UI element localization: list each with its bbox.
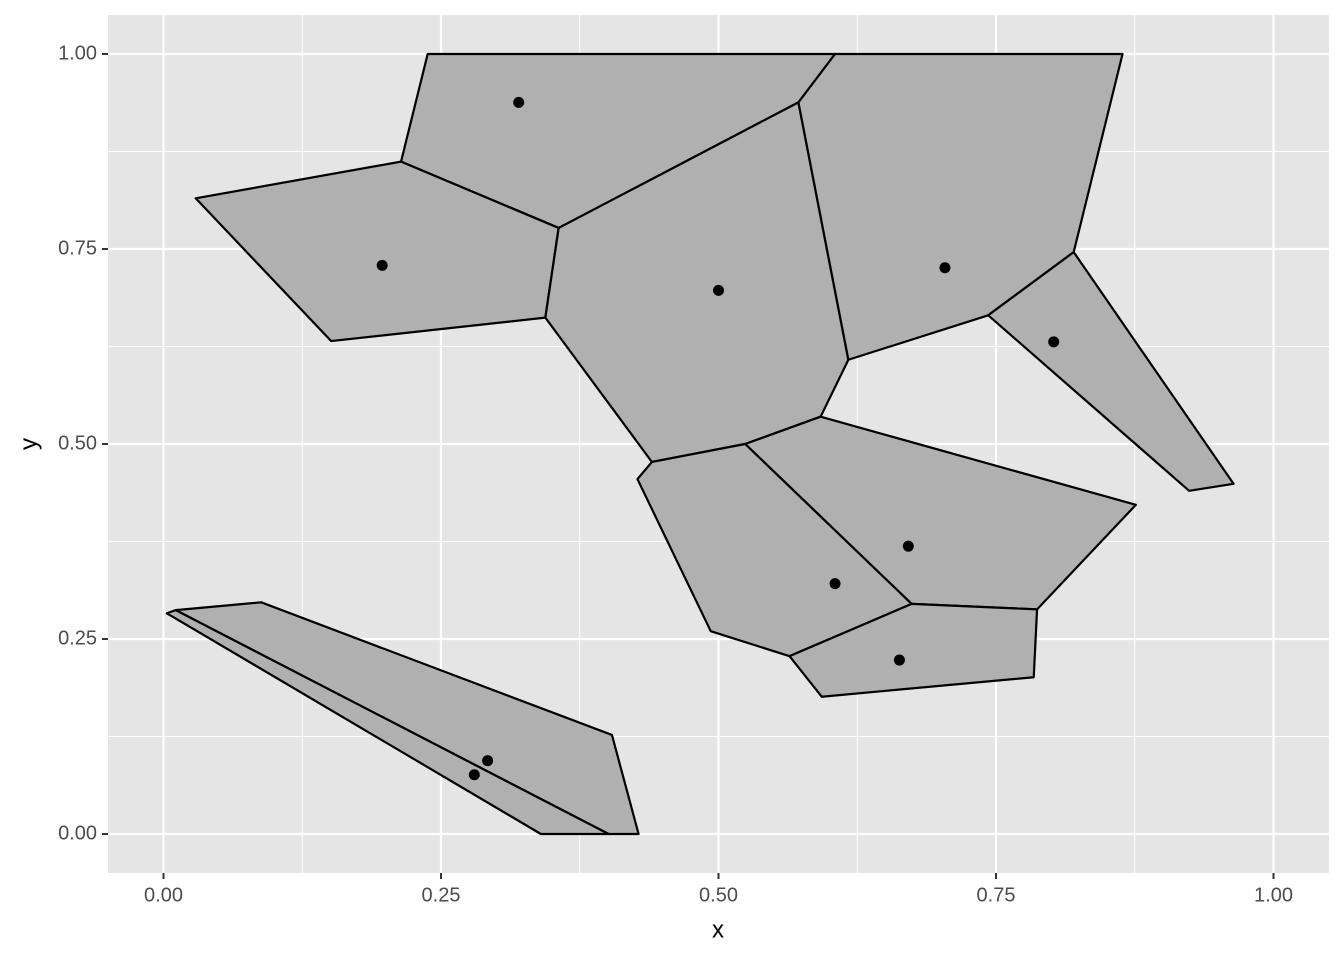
x-axis-title: x: [712, 916, 724, 943]
point: [482, 755, 494, 767]
y-tick-label: 0.75: [58, 237, 97, 259]
y-tick-label: 0.25: [58, 627, 97, 649]
y-tick-label: 0.00: [58, 822, 97, 844]
voronoi-cell: [165, 609, 610, 836]
point: [829, 578, 841, 590]
point: [468, 769, 480, 781]
point: [939, 262, 951, 274]
x-tick-label: 1.00: [1254, 884, 1293, 906]
point: [713, 284, 724, 296]
x-tick-label: 0.50: [699, 884, 738, 906]
point: [376, 259, 388, 271]
point: [1048, 336, 1060, 348]
y-axis-title: y: [15, 438, 42, 450]
y-tick-label: 1.00: [58, 42, 97, 64]
x-tick-label: 0.75: [977, 884, 1016, 906]
point: [893, 654, 905, 666]
y-tick-label: 0.50: [58, 432, 97, 454]
voronoi-cell: [788, 602, 1039, 698]
voronoi-cell: [987, 251, 1235, 492]
x-tick-label: 0.25: [422, 884, 461, 906]
point: [513, 96, 525, 108]
point: [902, 540, 914, 552]
x-tick-label: 0.00: [144, 884, 183, 906]
